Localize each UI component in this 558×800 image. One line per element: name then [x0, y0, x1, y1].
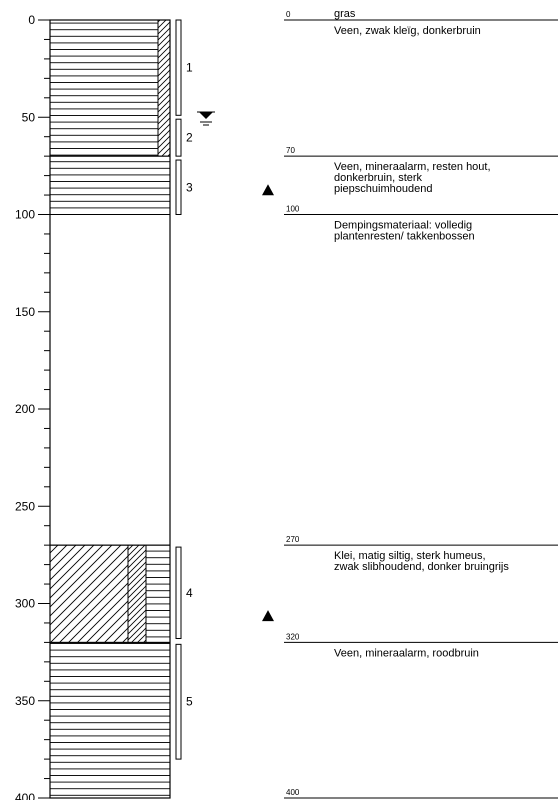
- layer-descriptions: 0 gras Veen, zwak kleïg, donkerbruin 70 Veen…: [284, 8, 558, 799]
- boundary-depth-label: 400: [286, 788, 300, 797]
- layer-0-diag-strip: [158, 20, 170, 157]
- layer-1-fill: [50, 156, 170, 215]
- layer-description-line: Dempingsmateriaal: volledig: [334, 220, 472, 232]
- sample-triangle-icon: [262, 610, 274, 622]
- sample-label: 4: [186, 586, 193, 600]
- layer-0-fill: [50, 20, 158, 157]
- sample-label: 3: [186, 180, 193, 194]
- depth-tick-label: 350: [15, 694, 35, 708]
- sample-bracket: [175, 546, 182, 640]
- layer-description-line: Veen, mineraalarm, resten hout,: [334, 161, 491, 173]
- sample-label: 1: [186, 61, 193, 75]
- water-triangle: [199, 112, 213, 119]
- depth-tick-label: 50: [22, 110, 36, 124]
- boundary-depth-label: 100: [286, 205, 300, 214]
- layer-3-diag-fine: [128, 545, 146, 643]
- groundwater-level-icon: [197, 111, 215, 126]
- depth-tick-label: 400: [15, 791, 35, 800]
- boundary-depth-label: 70: [286, 146, 295, 155]
- depth-tick-label: 300: [15, 597, 35, 611]
- depth-tick-label: 150: [15, 305, 35, 319]
- depth-tick-label: 100: [15, 208, 35, 222]
- depth-axis: 0 50 100 150 200 250 300 350 400: [15, 13, 50, 800]
- layer-description-line: Veen, mineraalarm, roodbruin: [334, 647, 479, 659]
- layer-3-horiz: [146, 545, 170, 643]
- layer-description-line: gras: [334, 8, 356, 20]
- layer-4-fill: [50, 642, 170, 798]
- depth-tick-label: 250: [15, 499, 35, 513]
- layer-description-line: zwak slibhoudend, donker bruingrijs: [334, 561, 509, 573]
- sample-label: 5: [186, 695, 193, 709]
- layer-2-border: [49, 214, 171, 546]
- sample-triangle-icon: [262, 184, 274, 196]
- layer-description-line: plantenresten/ takkenbossen: [334, 231, 475, 243]
- boundary-depth-label: 270: [286, 535, 300, 544]
- sample-bracket: [175, 118, 182, 157]
- layer-description-line: donkerbruin, sterk: [334, 172, 423, 184]
- sample-label: 2: [186, 131, 193, 145]
- depth-tick-label: 200: [15, 402, 35, 416]
- sample-bracket: [175, 643, 182, 760]
- soil-column: [49, 19, 171, 799]
- sample-bracket: [175, 159, 182, 215]
- symbols: [197, 111, 274, 622]
- boundary-depth-label: 0: [286, 10, 291, 19]
- layer-description-line: Klei, matig siltig, sterk humeus,: [334, 550, 486, 562]
- sample-bracket: [175, 19, 182, 116]
- layer-description-line: piepschuimhoudend: [334, 183, 432, 195]
- layer-description-line: Veen, zwak kleïg, donkerbruin: [334, 25, 481, 37]
- depth-tick-label: 0: [28, 13, 35, 27]
- boundary-depth-label: 320: [286, 632, 300, 641]
- sample-brackets: 1 2 3 4 5: [175, 19, 193, 760]
- layer-3-diag: [50, 545, 128, 643]
